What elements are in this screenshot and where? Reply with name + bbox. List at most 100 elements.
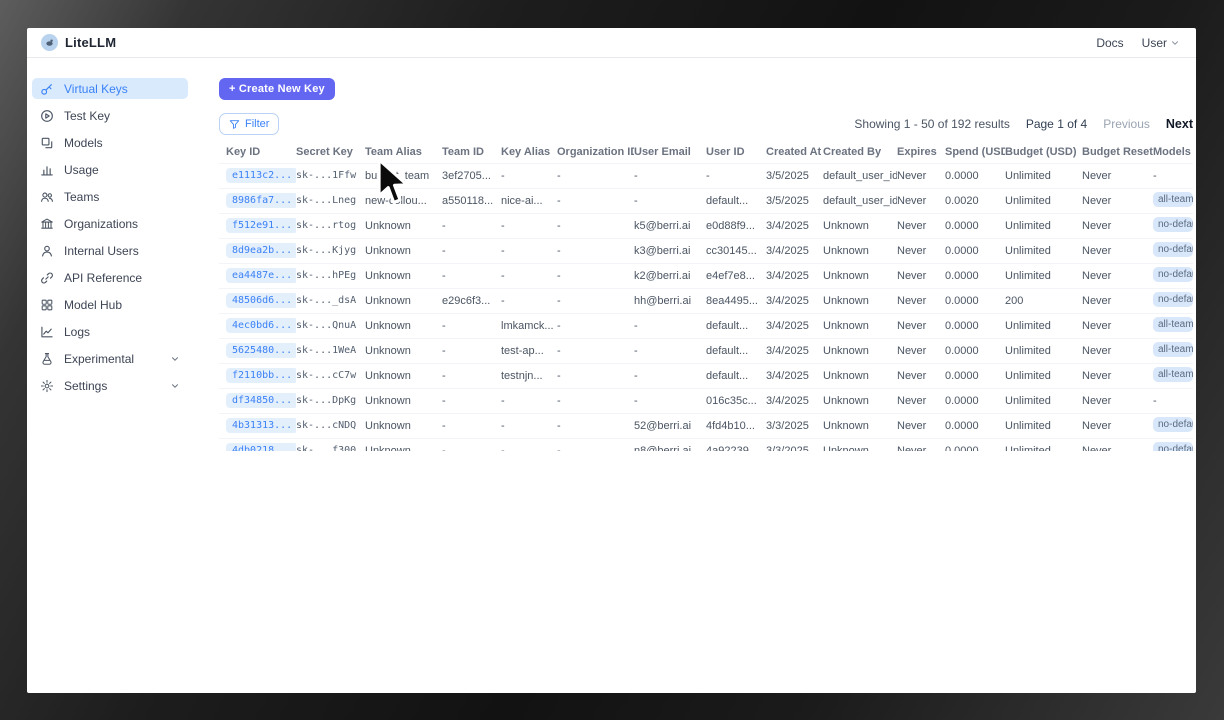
sidebar-item-experimental[interactable]: Experimental — [32, 348, 188, 369]
litellm-logo: LiteLLM — [41, 34, 116, 51]
bar-chart-icon — [40, 163, 54, 177]
model-badge: no-default — [1153, 216, 1193, 232]
key-id-cell: 4db0218... — [219, 437, 296, 451]
table-cell: - — [442, 237, 501, 263]
sidebar-item-label: Logs — [64, 324, 91, 339]
sidebar-item-model-hub[interactable]: Model Hub — [32, 294, 188, 315]
sidebar-item-test-key[interactable]: Test Key — [32, 105, 188, 126]
main-content: + Create New Key Filter Showing 1 - 50 o… — [193, 58, 1196, 693]
table-cell: 3/5/2025 — [766, 162, 823, 188]
key-id-link[interactable]: f512e91... — [226, 218, 296, 233]
table-cell: Unknown — [365, 262, 442, 288]
table-cell: - — [557, 212, 634, 238]
table-cell: Never — [1082, 412, 1153, 438]
table-cell: 200 — [1005, 287, 1082, 313]
create-new-key-button[interactable]: + Create New Key — [219, 78, 335, 100]
table-cell: Unknown — [365, 312, 442, 338]
bank-icon — [40, 217, 54, 231]
table-cell: Unknown — [823, 312, 897, 338]
table-cell: default... — [706, 312, 766, 338]
key-id-link[interactable]: 4ec0bd6... — [226, 318, 296, 333]
table-cell: Unknown — [823, 412, 897, 438]
key-id-link[interactable]: df34850... — [226, 393, 296, 408]
model-badge: all-team-m — [1153, 341, 1193, 357]
key-id-link[interactable]: f2110bb... — [226, 368, 296, 383]
key-id-link[interactable]: 5625480... — [226, 343, 296, 358]
table-cell: 3/4/2025 — [766, 362, 823, 388]
top-navbar: LiteLLM Docs User — [27, 28, 1196, 58]
litellm-logo-icon — [41, 34, 58, 51]
sidebar-item-label: Teams — [64, 189, 100, 204]
table-cell: - — [634, 337, 706, 363]
table-row: df34850... sk-...DpKg Unknown - - - -016c35c..… — [219, 387, 1193, 413]
sidebar-item-label: Settings — [64, 378, 108, 393]
table-cell: 0.0000 — [945, 337, 1005, 363]
sidebar-item-api-reference[interactable]: API Reference — [32, 267, 188, 288]
table-cell: 3/4/2025 — [766, 312, 823, 338]
table-cell: sk-...1Ffw — [296, 162, 365, 188]
table-row: 4b31313... sk-...cNDQ Unknown - - -52@berri.a… — [219, 412, 1193, 438]
sidebar-item-models[interactable]: Models — [32, 132, 188, 153]
model-badge: all-team-m — [1153, 191, 1193, 207]
table-row: e1113c2... sk-...1Ffw budget_team 3ef2705..… — [219, 162, 1193, 188]
models-cell: all-team-m — [1153, 337, 1193, 363]
key-id-cell: 4b31313... — [219, 412, 296, 438]
column-header-user-email: User Email — [634, 145, 691, 158]
filter-button[interactable]: Filter — [219, 113, 280, 135]
table-cell: - — [634, 312, 706, 338]
table-cell: e0d88f9... — [706, 212, 766, 238]
top-nav-links: Docs User — [1096, 36, 1180, 50]
sidebar-item-settings[interactable]: Settings — [32, 375, 188, 396]
table-row: 5625480... sk-...1WeA Unknown - test-ap... - -… — [219, 337, 1193, 363]
key-id-link[interactable]: 8d9ea2b... — [226, 243, 296, 258]
key-id-link[interactable]: e1113c2... — [226, 168, 296, 183]
table-cell: sk-...rtog — [296, 212, 365, 238]
models-cell: no-default — [1153, 237, 1193, 263]
table-cell: 0.0000 — [945, 362, 1005, 388]
sidebar-item-usage[interactable]: Usage — [32, 159, 188, 180]
table-cell: - — [442, 387, 501, 413]
table-cell: Never — [897, 412, 945, 438]
key-id-cell: df34850... — [219, 387, 296, 413]
keys-table-container: Key ID Secret Key Team Alias Team ID Key Ali… — [219, 141, 1193, 451]
sidebar-item-virtual-keys[interactable]: Virtual Keys — [32, 78, 188, 99]
block-icon — [40, 136, 54, 150]
sidebar-item-label: API Reference — [64, 270, 143, 285]
table-cell: cc30145... — [706, 237, 766, 263]
column-header-spend-usd: Spend (USD) — [945, 145, 1005, 158]
table-cell: Unknown — [823, 262, 897, 288]
key-id-link[interactable]: 48506d6... — [226, 293, 296, 308]
table-cell: Never — [897, 312, 945, 338]
sidebar-item-label: Organizations — [64, 216, 139, 231]
table-cell: hh@berri.ai — [634, 287, 706, 313]
sidebar-item-internal-users[interactable]: Internal Users — [32, 240, 188, 261]
table-cell: - — [557, 187, 634, 213]
table-cell: 3/3/2025 — [766, 437, 823, 451]
docs-link[interactable]: Docs — [1096, 35, 1124, 50]
key-id-link[interactable]: 8986fa7... — [226, 193, 296, 208]
key-id-link[interactable]: 4b31313... — [226, 418, 296, 433]
key-id-link[interactable]: 4db0218... — [226, 443, 296, 451]
key-id-cell: 5625480... — [219, 337, 296, 363]
table-cell: Never — [1082, 287, 1153, 313]
filter-button-label: Filter — [245, 118, 270, 130]
user-menu[interactable]: User — [1142, 36, 1180, 50]
key-id-link[interactable]: ea4487e... — [226, 268, 296, 283]
table-cell: 0.0000 — [945, 312, 1005, 338]
table-cell: Never — [1082, 187, 1153, 213]
user-icon — [40, 244, 54, 258]
table-cell: Never — [1082, 437, 1153, 451]
sidebar-item-logs[interactable]: Logs — [32, 321, 188, 342]
model-badge: no-default — [1153, 291, 1193, 307]
table-cell: Never — [897, 162, 945, 188]
table-cell: - — [706, 162, 766, 188]
previous-page-button[interactable]: Previous — [1103, 117, 1150, 131]
table-cell: - — [557, 262, 634, 288]
link-icon — [40, 271, 54, 285]
next-page-button[interactable]: Next — [1165, 117, 1193, 131]
sidebar-item-organizations[interactable]: Organizations — [32, 213, 188, 234]
table-cell: lmkamck... — [501, 312, 557, 338]
sidebar-item-teams[interactable]: Teams — [32, 186, 188, 207]
table-cell: Unlimited — [1005, 337, 1082, 363]
column-header-created-by: Created By — [823, 145, 882, 158]
